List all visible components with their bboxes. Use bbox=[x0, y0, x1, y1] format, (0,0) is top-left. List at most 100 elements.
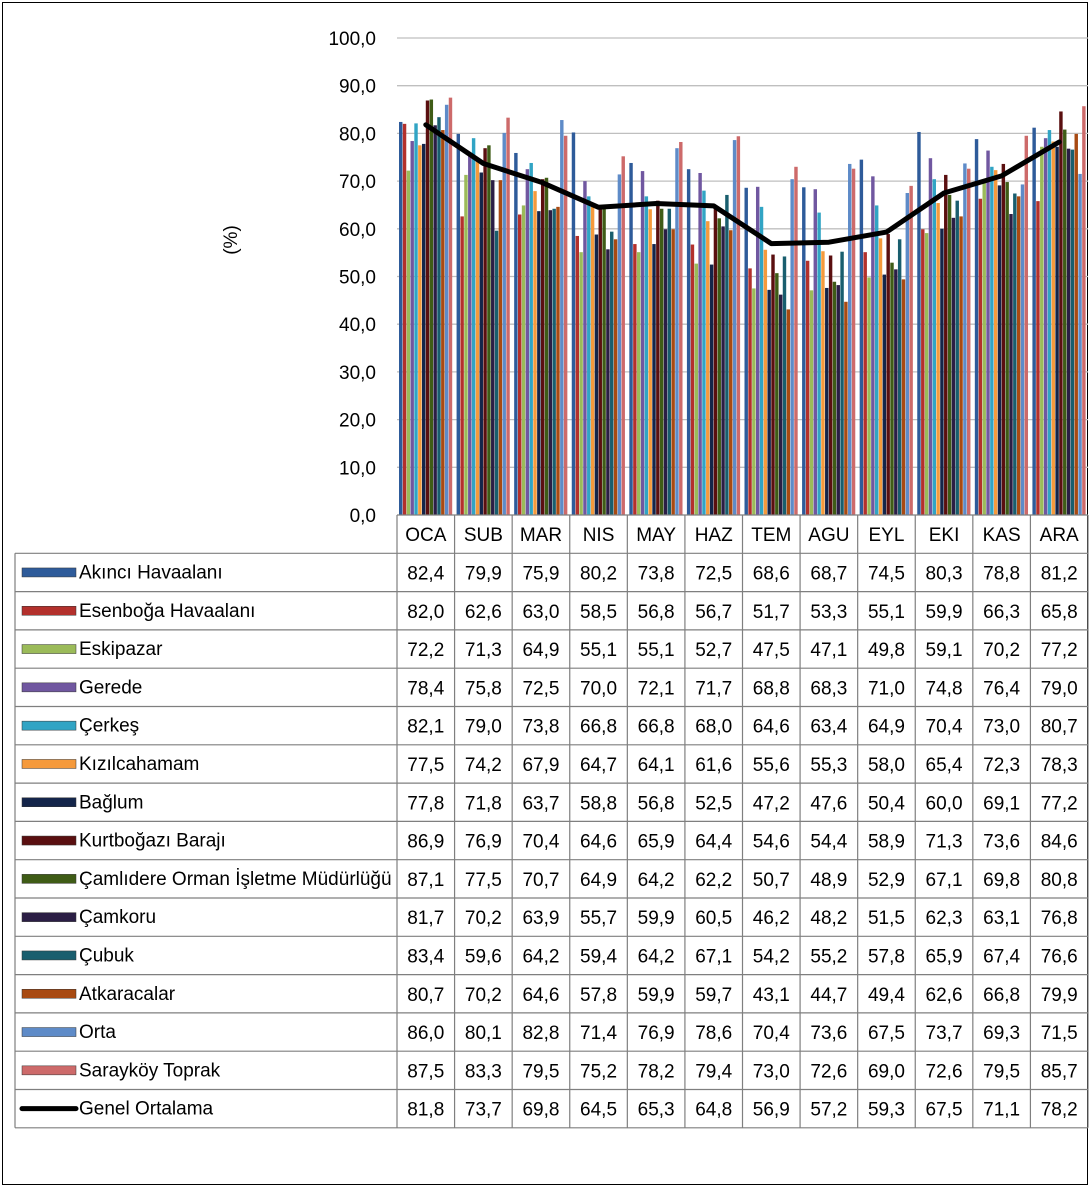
table-cell: 79,0 bbox=[465, 717, 502, 738]
bar-camlidere-orman-i-sletme-mudurlugu-agu bbox=[832, 281, 837, 515]
table-cell: 57,2 bbox=[810, 1100, 847, 1121]
table-cell: 64,6 bbox=[522, 985, 559, 1006]
table-cell: 57,8 bbox=[580, 985, 617, 1006]
table-cell: 59,1 bbox=[926, 640, 963, 661]
bar-atkaracalar-agu bbox=[844, 301, 848, 515]
legend-label-camlidere-orman-i-sletme-mudurlugu: Çamlıdere Orman İşletme Müdürlüğü bbox=[79, 869, 392, 890]
table-cell: 67,5 bbox=[868, 1023, 905, 1044]
bar-cerkes-mar bbox=[529, 162, 533, 515]
table-cell: 47,5 bbox=[753, 640, 790, 661]
table-cell: 86,9 bbox=[407, 832, 444, 853]
bar-akinci-havaalani-ara bbox=[1032, 127, 1036, 516]
bar-baglum-sub bbox=[479, 172, 483, 515]
bar-akinci-havaalani-haz bbox=[686, 169, 691, 515]
bar-esenboga-havaalani-eyl bbox=[863, 252, 867, 516]
bar-esenboga-havaalani-haz bbox=[690, 244, 695, 516]
table-cell: 64,5 bbox=[580, 1100, 617, 1121]
bar-camlidere-orman-i-sletme-mudurlugu-haz bbox=[717, 218, 721, 515]
legend-label-camkoru: Çamkoru bbox=[79, 907, 156, 928]
bar-cubuk-eyl bbox=[897, 239, 902, 516]
legend-key-cerkes bbox=[21, 720, 77, 731]
table-cell: 59,3 bbox=[868, 1100, 905, 1121]
table-cell: 80,7 bbox=[1041, 717, 1078, 738]
bar-camkoru-mar bbox=[548, 210, 553, 515]
x-tick-label: KAS bbox=[983, 525, 1021, 546]
bar-camkoru-oca bbox=[433, 125, 437, 515]
bar-cerkes-agu bbox=[817, 212, 821, 515]
bar-esenboga-havaalani-sub bbox=[460, 216, 464, 515]
bar-saraykoy-toprak-mar bbox=[563, 135, 568, 515]
bar-cerkes-tem bbox=[759, 206, 764, 516]
bar-kurtbogazi-baraji-ara bbox=[1059, 111, 1063, 516]
y-tick-label: 30,0 bbox=[339, 363, 376, 384]
bar-cerkes-kas bbox=[990, 166, 994, 516]
legend-key-gerede bbox=[21, 682, 77, 693]
table-cell: 54,6 bbox=[753, 832, 790, 853]
table-cell: 49,8 bbox=[868, 640, 905, 661]
table-cell: 73,0 bbox=[753, 1061, 790, 1082]
table-cell: 64,6 bbox=[580, 832, 617, 853]
bar-saraykoy-toprak-kas bbox=[1024, 135, 1029, 515]
bar-cubuk-ara bbox=[1070, 149, 1075, 515]
table-cell: 54,4 bbox=[810, 832, 847, 853]
table-cell: 68,7 bbox=[810, 563, 847, 584]
table-cell: 78,2 bbox=[638, 1061, 675, 1082]
bar-kizilcahamam-eki bbox=[936, 203, 940, 516]
bar-saraykoy-toprak-agu bbox=[851, 168, 856, 515]
bar-saraykoy-toprak-haz bbox=[736, 136, 741, 515]
bar-eskipazar-mar bbox=[521, 205, 526, 515]
bar-kizilcahamam-eyl bbox=[878, 238, 883, 515]
bar-kizilcahamam-tem bbox=[763, 249, 768, 516]
bar-camlidere-orman-i-sletme-mudurlugu-eyl bbox=[890, 262, 894, 515]
bar-kurtbogazi-baraji-may bbox=[656, 200, 660, 515]
table-cell: 64,2 bbox=[638, 946, 675, 967]
table-cell: 60,0 bbox=[926, 793, 963, 814]
x-tick-label: TEM bbox=[751, 525, 791, 546]
table-cell: 64,1 bbox=[638, 755, 675, 776]
table-cell: 55,3 bbox=[810, 755, 847, 776]
table-cell: 72,3 bbox=[983, 755, 1020, 776]
table-cell: 79,9 bbox=[465, 563, 502, 584]
x-tick-label: OCA bbox=[405, 525, 447, 546]
bar-cubuk-oca bbox=[437, 117, 441, 516]
table-cell: 69,0 bbox=[868, 1061, 905, 1082]
bar-atkaracalar-kas bbox=[1016, 196, 1021, 516]
legend-label-orta: Orta bbox=[79, 1022, 116, 1043]
bar-orta-agu bbox=[848, 163, 852, 515]
bar-esenboga-havaalani-ara bbox=[1036, 201, 1040, 515]
table-cell: 76,6 bbox=[1041, 946, 1078, 967]
table-cell: 73,7 bbox=[926, 1023, 963, 1044]
table-cell: 52,9 bbox=[868, 870, 905, 891]
bar-cerkes-haz bbox=[702, 190, 706, 515]
bar-akinci-havaalani-agu bbox=[802, 187, 806, 516]
table-cell: 62,6 bbox=[465, 602, 502, 623]
table-cell: 75,8 bbox=[465, 678, 502, 699]
bar-kizilcahamam-nis bbox=[590, 206, 595, 515]
bar-orta-nis bbox=[617, 174, 622, 516]
bar-baglum-eki bbox=[940, 228, 944, 516]
bar-camlidere-orman-i-sletme-mudurlugu-oca bbox=[429, 99, 434, 515]
table-cell: 76,4 bbox=[983, 678, 1020, 699]
bar-atkaracalar-sub bbox=[498, 180, 503, 515]
table-cell: 56,7 bbox=[695, 602, 732, 623]
table-cell: 70,4 bbox=[926, 717, 963, 738]
table-cell: 71,7 bbox=[695, 678, 732, 699]
legend-key-saraykoy-toprak bbox=[21, 1065, 77, 1076]
bar-esenboga-havaalani-may bbox=[633, 244, 637, 515]
bar-baglum-haz bbox=[709, 264, 714, 515]
table-cell: 71,8 bbox=[465, 793, 502, 814]
bar-camkoru-eki bbox=[951, 217, 956, 515]
table-cell: 66,8 bbox=[983, 985, 1020, 1006]
table-cell: 77,5 bbox=[407, 755, 444, 776]
table-cell: 78,2 bbox=[1041, 1100, 1078, 1121]
bar-akinci-havaalani-may bbox=[629, 162, 633, 515]
bar-baglum-mar bbox=[537, 211, 541, 515]
table-cell: 66,8 bbox=[580, 717, 617, 738]
bar-camkoru-ara bbox=[1066, 148, 1071, 515]
table-cell: 79,9 bbox=[1041, 985, 1078, 1006]
table-cell: 82,1 bbox=[407, 717, 444, 738]
bar-camkoru-agu bbox=[836, 285, 840, 515]
table-cell: 58,8 bbox=[580, 793, 617, 814]
table-cell: 71,4 bbox=[580, 1023, 617, 1044]
